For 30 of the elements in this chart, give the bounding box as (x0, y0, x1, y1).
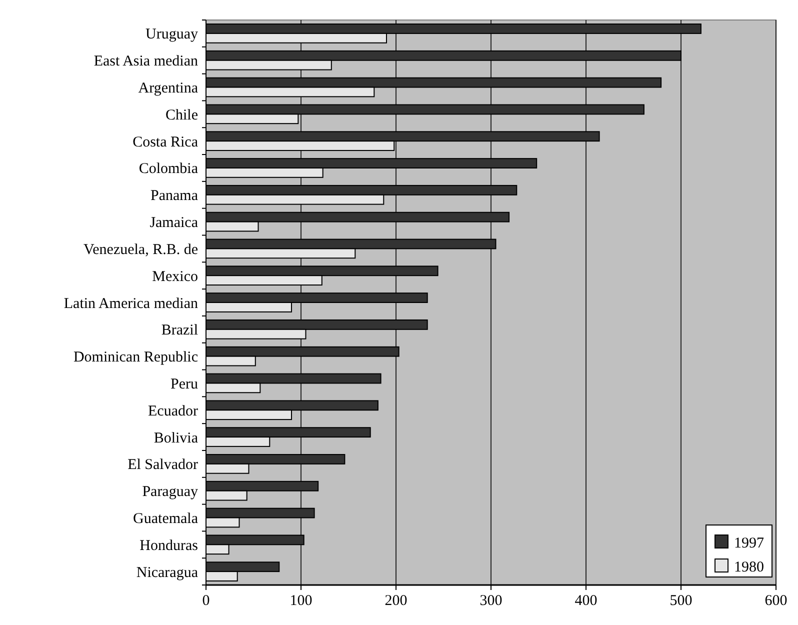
y-tick-label: Paraguay (142, 484, 198, 500)
y-tick-label: Colombia (138, 161, 198, 178)
y-tick-label: Argentina (138, 80, 198, 97)
x-tick-label: 200 (384, 593, 408, 609)
y-tick-label: Venezuela, R.B. de (83, 242, 198, 258)
y-tick-label: Mexico (152, 268, 198, 285)
y-tick-label: Nicaragua (136, 564, 198, 581)
legend-label: 1980 (734, 559, 764, 576)
x-tick-label: 500 (670, 593, 692, 609)
legend-label: 1997 (734, 535, 764, 552)
x-tick-label: 300 (480, 593, 502, 609)
y-tick-label: Honduras (140, 538, 198, 554)
y-tick-label: Latin America median (64, 296, 198, 312)
y-tick-label: Guatemala (133, 510, 198, 527)
y-tick-label: Peru (170, 376, 198, 392)
x-tick-label: 0 (202, 593, 210, 609)
y-tick-label: Brazil (161, 322, 198, 339)
x-tick-label: 600 (764, 593, 788, 609)
y-tick-label: East Asia median (94, 54, 198, 70)
y-tick-label: Jamaica (150, 215, 198, 232)
y-tick-label: El Salvador (128, 457, 198, 474)
x-tick-label: 100 (290, 593, 312, 609)
x-tick-label: 400 (574, 593, 598, 609)
y-tick-label: Costa Rica (132, 134, 198, 150)
y-tick-label: Dominican Republic (73, 350, 198, 366)
y-tick-label: Chile (166, 107, 198, 124)
y-tick-label: Ecuador (148, 403, 198, 420)
y-tick-label: Uruguay (146, 26, 198, 43)
y-tick-label: Bolivia (154, 430, 198, 446)
y-tick-label: Panama (150, 188, 198, 204)
